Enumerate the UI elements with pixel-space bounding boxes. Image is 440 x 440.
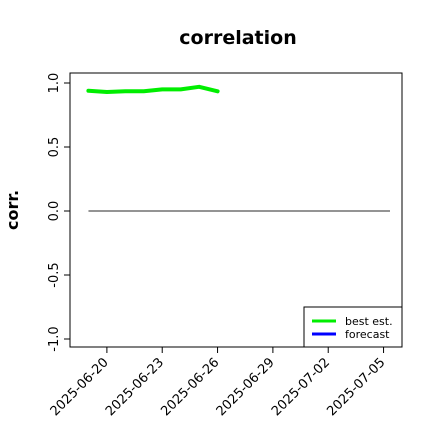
series-line-0 — [86, 84, 220, 94]
x-tick-label: 2025-06-23 — [103, 355, 167, 419]
y-axis: -1.0 -0.5 0.0 0.5 1.0 — [47, 73, 70, 352]
series-group — [86, 84, 220, 94]
y-tick-label: 0.5 — [47, 137, 62, 158]
x-axis: 2025-06-202025-06-232025-06-262025-06-29… — [48, 347, 388, 419]
x-tick-label: 2025-07-05 — [324, 355, 388, 419]
x-tick-label: 2025-06-26 — [158, 355, 222, 419]
legend-label-best-est: best est. — [345, 315, 393, 328]
plot-frame — [69, 72, 403, 348]
y-tick-label: 1.0 — [47, 73, 62, 94]
chart-title: correlation — [179, 27, 296, 49]
legend-box — [303, 306, 403, 348]
y-tick-label: 0.0 — [47, 201, 62, 222]
x-tick-label: 2025-07-02 — [269, 355, 333, 419]
y-tick-label: -1.0 — [47, 326, 62, 351]
x-tick-label: 2025-06-20 — [48, 355, 112, 419]
x-tick-label: 2025-06-29 — [214, 355, 278, 419]
legend: best est. forecast — [303, 306, 403, 348]
y-axis-label: corr. — [3, 190, 22, 230]
y-tick-label: -0.5 — [47, 262, 62, 287]
legend-label-forecast: forecast — [345, 328, 390, 341]
